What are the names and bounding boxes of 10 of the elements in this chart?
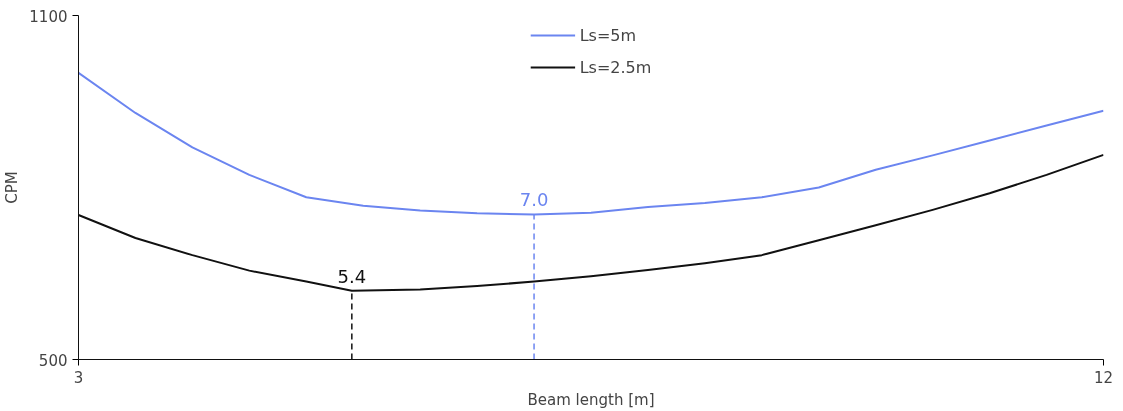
y-tick-label: 500 [38, 351, 68, 370]
x-tick-label: 12 [1093, 368, 1114, 387]
y-axis-title: CPM [3, 171, 22, 204]
x-tick-label: 3 [73, 368, 84, 387]
y-tick-label: 1100 [29, 7, 68, 26]
annotation: 7.0 [519, 189, 549, 211]
legend-label: Ls=2.5m [579, 57, 652, 77]
legend-label: Ls=5m [579, 25, 637, 45]
annotation: 5.4 [337, 265, 367, 287]
x-axis-title: Beam length [m] [527, 390, 655, 409]
